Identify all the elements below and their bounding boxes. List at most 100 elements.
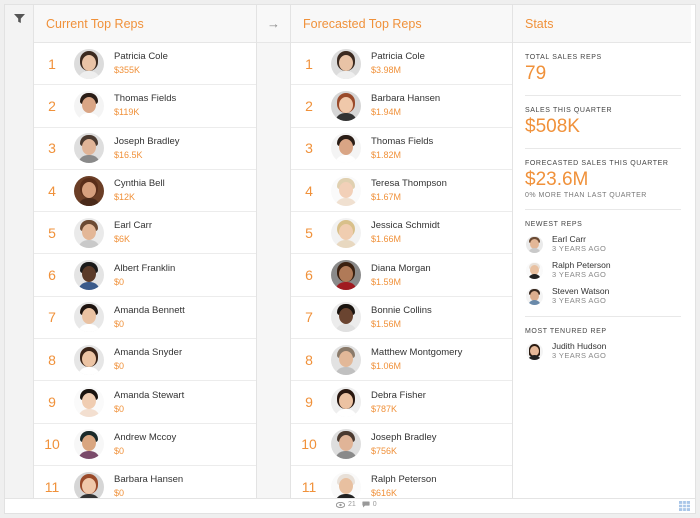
rank: 3 bbox=[305, 140, 313, 157]
rep-forecast: $616K bbox=[371, 488, 398, 498]
avatar bbox=[331, 175, 361, 206]
rep-name: Patricia Cole bbox=[114, 51, 168, 63]
sales-this-quarter-stat: SALES THIS QUARTER $508K bbox=[525, 96, 681, 149]
rep-sales: $355K bbox=[114, 65, 141, 76]
rep-row[interactable]: 8 Matthew Montgomery $1.06M bbox=[291, 339, 512, 382]
avatar bbox=[526, 287, 543, 305]
rep-row[interactable]: 7 Bonnie Collins $1.56M bbox=[291, 297, 512, 340]
newest-rep-item[interactable]: Steven Watson 3 YEARS AGO bbox=[525, 286, 681, 306]
rep-name: Amanda Snyder bbox=[114, 347, 183, 359]
rep-row[interactable]: 6 Diana Morgan $1.59M bbox=[291, 254, 512, 297]
arrow-column: → bbox=[257, 5, 291, 498]
newest-rep-item[interactable]: Earl Carr 3 YEARS AGO bbox=[525, 234, 681, 254]
rep-name: Ralph Peterson bbox=[552, 260, 611, 270]
rep-name: Cynthia Bell bbox=[114, 178, 165, 190]
rep-row[interactable]: 9 Debra Fisher $787K bbox=[291, 381, 512, 424]
stat-value: 79 bbox=[525, 63, 547, 84]
current-reps-list: 1 Patricia Cole $355K 2 Thomas Fields $119… bbox=[34, 43, 256, 498]
rep-row[interactable]: 10 Andrew Mccoy $0 bbox=[34, 424, 256, 466]
rep-row[interactable]: 5 Jessica Schmidt $1.66M bbox=[291, 212, 512, 255]
rep-forecast: $1.56M bbox=[371, 318, 402, 329]
rep-sales: $12K bbox=[114, 192, 136, 203]
table-grid-icon[interactable] bbox=[679, 501, 690, 511]
rank: 9 bbox=[305, 394, 313, 411]
rep-row[interactable]: 4 Teresa Thompson $1.67M bbox=[291, 170, 512, 213]
rep-name: Ralph Peterson bbox=[371, 474, 437, 486]
rep-forecast: $3.98M bbox=[371, 65, 402, 76]
rank: 6 bbox=[305, 267, 313, 284]
avatar bbox=[74, 175, 104, 206]
rep-row[interactable]: 4 Cynthia Bell $12K bbox=[34, 170, 256, 213]
rep-name: Diana Morgan bbox=[371, 262, 431, 274]
rep-sales: $0 bbox=[114, 445, 125, 456]
avatar bbox=[74, 387, 104, 418]
rank: 8 bbox=[48, 351, 56, 368]
tenured-rep-item[interactable]: Judith Hudson 3 YEARS AGO bbox=[525, 341, 681, 361]
rep-name: Teresa Thompson bbox=[371, 178, 447, 190]
avatar bbox=[331, 429, 361, 460]
avatar bbox=[331, 471, 361, 498]
footer-meta: 21 0 bbox=[336, 501, 377, 508]
rep-row[interactable]: 5 Earl Carr $6K bbox=[34, 212, 256, 255]
stats-column: Stats TOTAL SALES REPS 79 SALES THIS QUA… bbox=[513, 5, 691, 498]
rep-row[interactable]: 10 Joseph Bradley $756K bbox=[291, 424, 512, 466]
rep-row[interactable]: 3 Thomas Fields $1.82M bbox=[291, 128, 512, 170]
avatar bbox=[74, 217, 104, 248]
rep-forecast: $1.59M bbox=[371, 276, 402, 287]
rep-row[interactable]: 2 Barbara Hansen $1.94M bbox=[291, 85, 512, 128]
rep-tenure: 3 YEARS AGO bbox=[552, 244, 607, 253]
rep-name: Patricia Cole bbox=[371, 51, 425, 63]
rep-row[interactable]: 3 Joseph Bradley $16.5K bbox=[34, 128, 256, 170]
rep-row[interactable]: 9 Amanda Stewart $0 bbox=[34, 381, 256, 424]
rep-sales: $0 bbox=[114, 361, 125, 372]
rep-forecast: $1.67M bbox=[371, 192, 402, 203]
rep-row[interactable]: 11 Barbara Hansen $0 bbox=[34, 466, 256, 498]
rep-name: Andrew Mccoy bbox=[114, 431, 177, 443]
rep-row[interactable]: 1 Patricia Cole $3.98M bbox=[291, 43, 512, 86]
comment-count: 0 bbox=[372, 501, 377, 508]
stat-label: TOTAL SALES REPS bbox=[525, 54, 602, 61]
rep-sales: $0 bbox=[114, 403, 125, 414]
avatar bbox=[331, 48, 361, 79]
rep-name: Judith Hudson bbox=[552, 341, 607, 351]
rep-row[interactable]: 8 Amanda Snyder $0 bbox=[34, 339, 256, 382]
rep-row[interactable]: 6 Albert Franklin $0 bbox=[34, 254, 256, 297]
rank: 7 bbox=[48, 309, 56, 326]
rep-name: Bonnie Collins bbox=[371, 304, 432, 316]
rep-row[interactable]: 1 Patricia Cole $355K bbox=[34, 43, 256, 86]
stat-label: SALES THIS QUARTER bbox=[525, 107, 613, 114]
rank: 11 bbox=[44, 478, 60, 495]
rep-name: Thomas Fields bbox=[114, 93, 177, 105]
filter-icon[interactable] bbox=[14, 13, 25, 24]
avatar bbox=[526, 261, 543, 279]
column-header: Stats bbox=[513, 5, 691, 43]
rep-name: Barbara Hansen bbox=[371, 93, 441, 105]
stat-value: $508K bbox=[525, 116, 580, 137]
rank: 5 bbox=[48, 224, 56, 241]
rep-sales: $16.5K bbox=[114, 149, 143, 160]
stat-label: FORECASTED SALES THIS QUARTER bbox=[525, 160, 669, 167]
rep-row[interactable]: 11 Ralph Peterson $616K bbox=[291, 466, 512, 498]
avatar bbox=[74, 302, 104, 333]
avatar bbox=[74, 48, 104, 79]
rep-name: Joseph Bradley bbox=[371, 431, 437, 443]
avatar bbox=[74, 429, 104, 460]
comment-icon bbox=[362, 501, 370, 508]
rep-row[interactable]: 2 Thomas Fields $119K bbox=[34, 85, 256, 128]
forecasted-sales-stat: FORECASTED SALES THIS QUARTER $23.6M 0% … bbox=[525, 149, 681, 210]
rep-forecast: $756K bbox=[371, 445, 398, 456]
rank: 10 bbox=[301, 436, 317, 453]
rank: 3 bbox=[48, 140, 56, 157]
stat-value: $23.6M bbox=[525, 169, 589, 190]
forecast-reps-list: 1 Patricia Cole $3.98M 2 Barbara Hansen $1… bbox=[291, 43, 512, 498]
rep-forecast: $1.82M bbox=[371, 149, 402, 160]
rank: 7 bbox=[305, 309, 313, 326]
rep-row[interactable]: 7 Amanda Bennett $0 bbox=[34, 297, 256, 340]
newest-rep-item[interactable]: Ralph Peterson 3 YEARS AGO bbox=[525, 260, 681, 280]
rank: 4 bbox=[48, 182, 56, 199]
column-header: Current Top Reps bbox=[34, 5, 256, 43]
stat-label: NEWEST REPS bbox=[525, 221, 583, 228]
column-header: Forecasted Top Reps bbox=[291, 5, 512, 43]
avatar bbox=[74, 260, 104, 291]
newest-reps-stat: NEWEST REPS Earl Carr 3 YEARS AGO Ralph P… bbox=[525, 210, 681, 317]
